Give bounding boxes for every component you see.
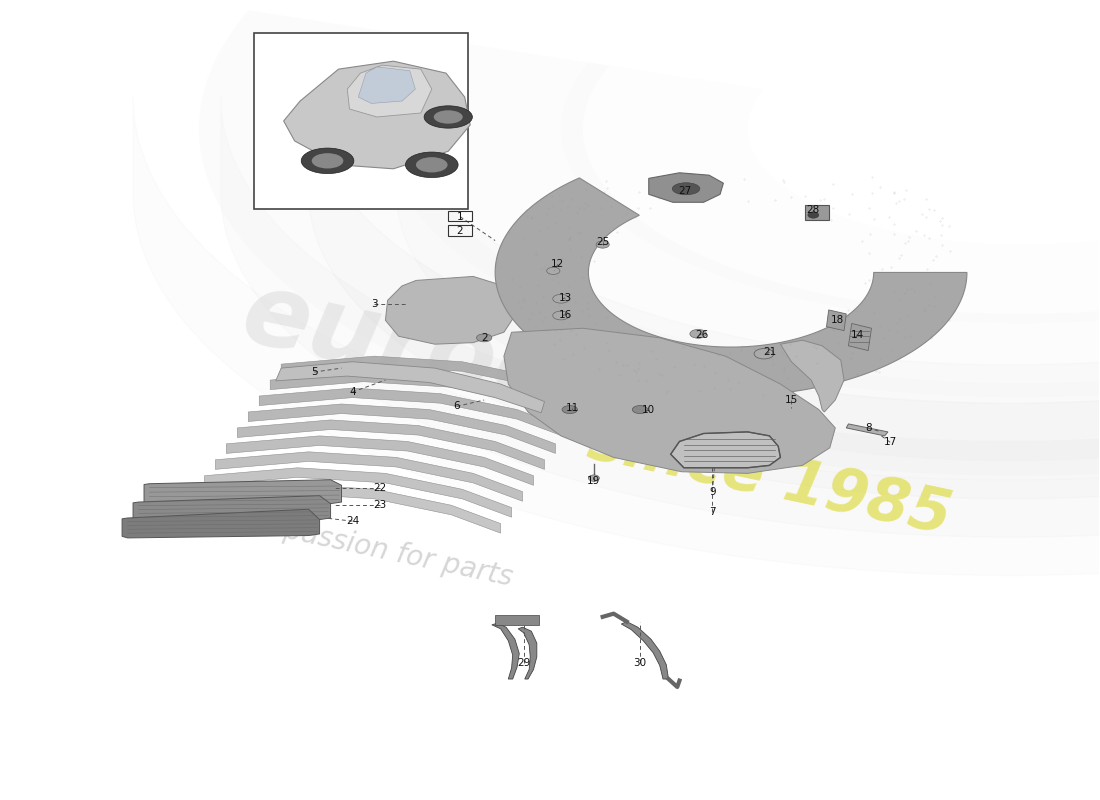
Bar xyxy=(448,226,472,236)
Polygon shape xyxy=(144,480,341,506)
Polygon shape xyxy=(826,310,846,330)
Ellipse shape xyxy=(552,294,569,303)
Ellipse shape xyxy=(406,152,458,178)
Text: 24: 24 xyxy=(345,516,359,526)
Polygon shape xyxy=(284,61,470,169)
Polygon shape xyxy=(671,432,780,468)
Ellipse shape xyxy=(807,212,818,218)
Polygon shape xyxy=(271,372,578,422)
Polygon shape xyxy=(385,38,1100,397)
Polygon shape xyxy=(561,62,1100,323)
Ellipse shape xyxy=(425,106,472,128)
Polygon shape xyxy=(122,510,320,538)
Text: 21: 21 xyxy=(762,347,777,357)
Polygon shape xyxy=(504,328,835,474)
Polygon shape xyxy=(133,496,331,522)
Polygon shape xyxy=(249,404,556,454)
Text: 10: 10 xyxy=(642,405,656,414)
Bar xyxy=(804,206,828,220)
Ellipse shape xyxy=(476,334,492,342)
Polygon shape xyxy=(780,340,844,412)
Text: 2: 2 xyxy=(481,333,487,343)
Text: 13: 13 xyxy=(559,293,572,303)
Text: 2: 2 xyxy=(456,226,463,236)
Ellipse shape xyxy=(690,330,706,338)
Polygon shape xyxy=(199,10,1100,476)
Text: 22: 22 xyxy=(373,482,386,493)
Ellipse shape xyxy=(755,349,773,359)
Text: 12: 12 xyxy=(551,259,564,270)
Bar xyxy=(254,34,468,209)
Ellipse shape xyxy=(433,110,463,124)
Text: eurocars: eurocars xyxy=(233,266,735,463)
Text: 15: 15 xyxy=(784,395,798,405)
Ellipse shape xyxy=(588,475,600,482)
Polygon shape xyxy=(276,362,544,413)
Polygon shape xyxy=(216,452,522,502)
Text: 16: 16 xyxy=(559,310,572,320)
Ellipse shape xyxy=(562,406,578,414)
Text: 14: 14 xyxy=(850,330,864,340)
Text: 18: 18 xyxy=(830,315,844,326)
Text: a passion for parts: a passion for parts xyxy=(256,511,515,592)
Text: 6: 6 xyxy=(453,402,460,411)
Ellipse shape xyxy=(416,157,448,173)
Ellipse shape xyxy=(596,241,609,248)
Text: 23: 23 xyxy=(373,500,386,510)
Text: 29: 29 xyxy=(517,658,530,668)
Polygon shape xyxy=(205,468,512,517)
Polygon shape xyxy=(848,323,871,350)
Text: 28: 28 xyxy=(806,206,820,215)
Polygon shape xyxy=(495,178,967,396)
Text: 5: 5 xyxy=(311,367,318,377)
Text: 17: 17 xyxy=(883,438,896,447)
Ellipse shape xyxy=(547,267,560,274)
Text: 25: 25 xyxy=(596,237,609,247)
Text: 3: 3 xyxy=(371,299,377,310)
Polygon shape xyxy=(359,66,416,103)
Bar xyxy=(495,615,539,625)
Polygon shape xyxy=(385,277,517,344)
Text: 11: 11 xyxy=(565,403,579,413)
Polygon shape xyxy=(621,622,669,679)
Polygon shape xyxy=(649,173,724,202)
Text: 19: 19 xyxy=(587,476,601,486)
Polygon shape xyxy=(282,356,588,406)
Polygon shape xyxy=(492,623,519,679)
Text: 1: 1 xyxy=(456,212,463,222)
Polygon shape xyxy=(238,420,544,470)
Ellipse shape xyxy=(301,148,354,174)
Text: 4: 4 xyxy=(349,387,355,397)
Text: 8: 8 xyxy=(865,423,871,433)
Ellipse shape xyxy=(552,311,569,320)
Text: since 1985: since 1985 xyxy=(582,413,957,547)
Polygon shape xyxy=(227,436,534,486)
Text: 27: 27 xyxy=(679,186,692,196)
Polygon shape xyxy=(194,484,500,533)
Bar xyxy=(448,211,472,222)
Text: 26: 26 xyxy=(695,330,708,340)
Text: 30: 30 xyxy=(634,658,647,668)
Ellipse shape xyxy=(632,406,648,414)
Text: 9: 9 xyxy=(710,486,716,497)
Polygon shape xyxy=(518,627,537,679)
Text: 7: 7 xyxy=(710,506,716,517)
Polygon shape xyxy=(846,424,888,436)
Polygon shape xyxy=(348,65,432,117)
Ellipse shape xyxy=(311,153,343,169)
Ellipse shape xyxy=(672,182,700,194)
Polygon shape xyxy=(260,388,566,438)
